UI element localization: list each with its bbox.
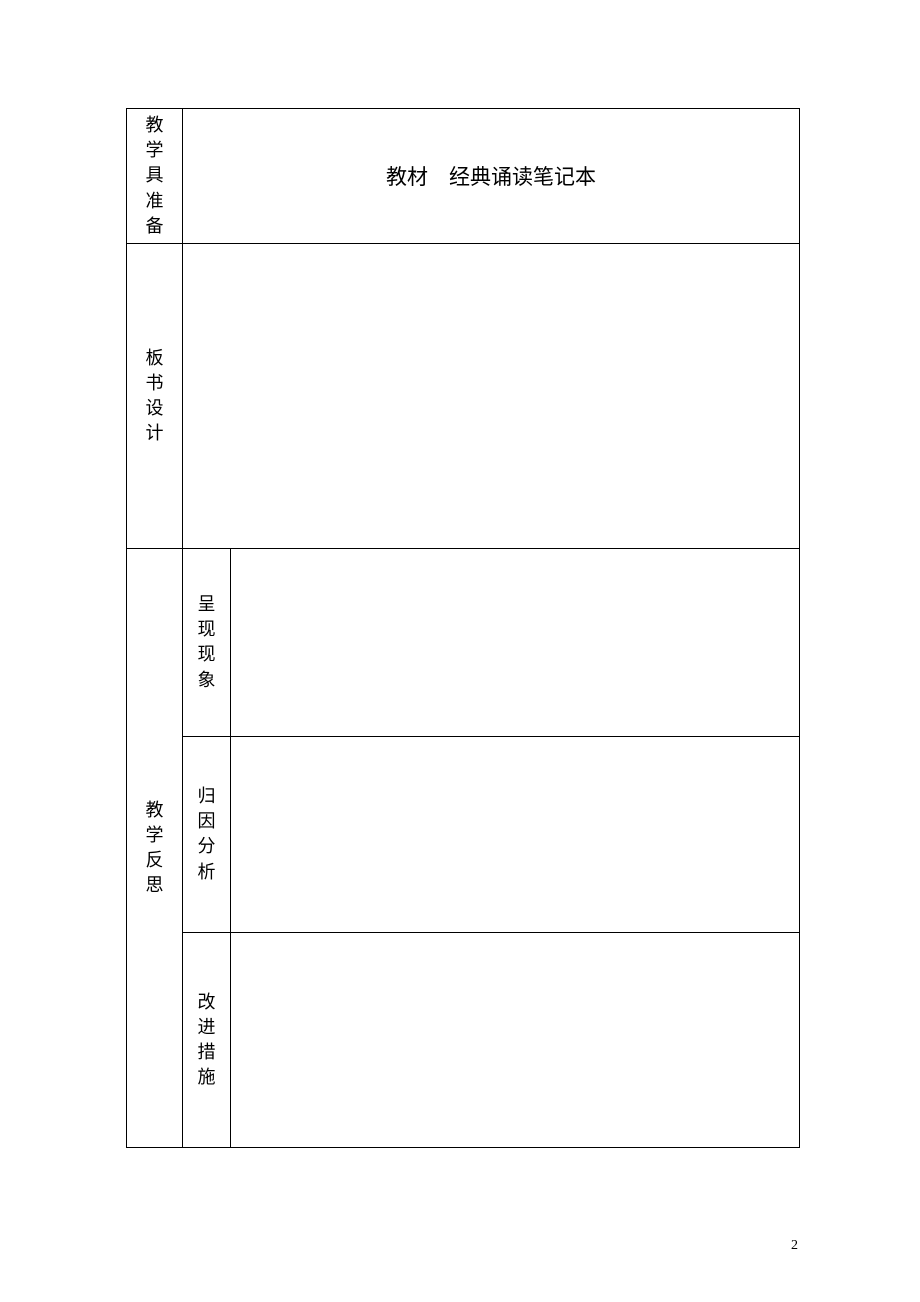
page-container: 教学具准备 教材 经典诵读笔记本 板书设计 教学反思 呈现现象 <box>0 0 920 1188</box>
cell-improvement-content <box>231 932 800 1147</box>
sublabel-text: 归因分析 <box>198 784 216 885</box>
cell-analysis-content <box>231 736 800 932</box>
label-text: 教学反思 <box>146 798 164 899</box>
sublabel-text: 呈现现象 <box>198 592 216 693</box>
row-label-materials: 教学具准备 <box>127 109 183 244</box>
table-row: 板书设计 <box>127 243 800 548</box>
row-label-board-design: 板书设计 <box>127 243 183 548</box>
sublabel-improvement: 改进措施 <box>183 932 231 1147</box>
label-text: 板书设计 <box>146 346 164 447</box>
page-number: 2 <box>791 1238 798 1254</box>
table-row: 改进措施 <box>127 932 800 1147</box>
table-row: 归因分析 <box>127 736 800 932</box>
row-label-reflection: 教学反思 <box>127 548 183 1147</box>
table-row: 教学反思 呈现现象 <box>127 548 800 736</box>
sublabel-text: 改进措施 <box>198 990 216 1091</box>
sublabel-phenomenon: 呈现现象 <box>183 548 231 736</box>
cell-phenomenon-content <box>231 548 800 736</box>
content-text: 教材 经典诵读笔记本 <box>386 165 596 189</box>
sublabel-analysis: 归因分析 <box>183 736 231 932</box>
label-text: 教学具准备 <box>146 113 164 239</box>
cell-board-design-content <box>183 243 800 548</box>
cell-materials-content: 教材 经典诵读笔记本 <box>183 109 800 244</box>
table-row: 教学具准备 教材 经典诵读笔记本 <box>127 109 800 244</box>
lesson-plan-table: 教学具准备 教材 经典诵读笔记本 板书设计 教学反思 呈现现象 <box>126 108 800 1148</box>
